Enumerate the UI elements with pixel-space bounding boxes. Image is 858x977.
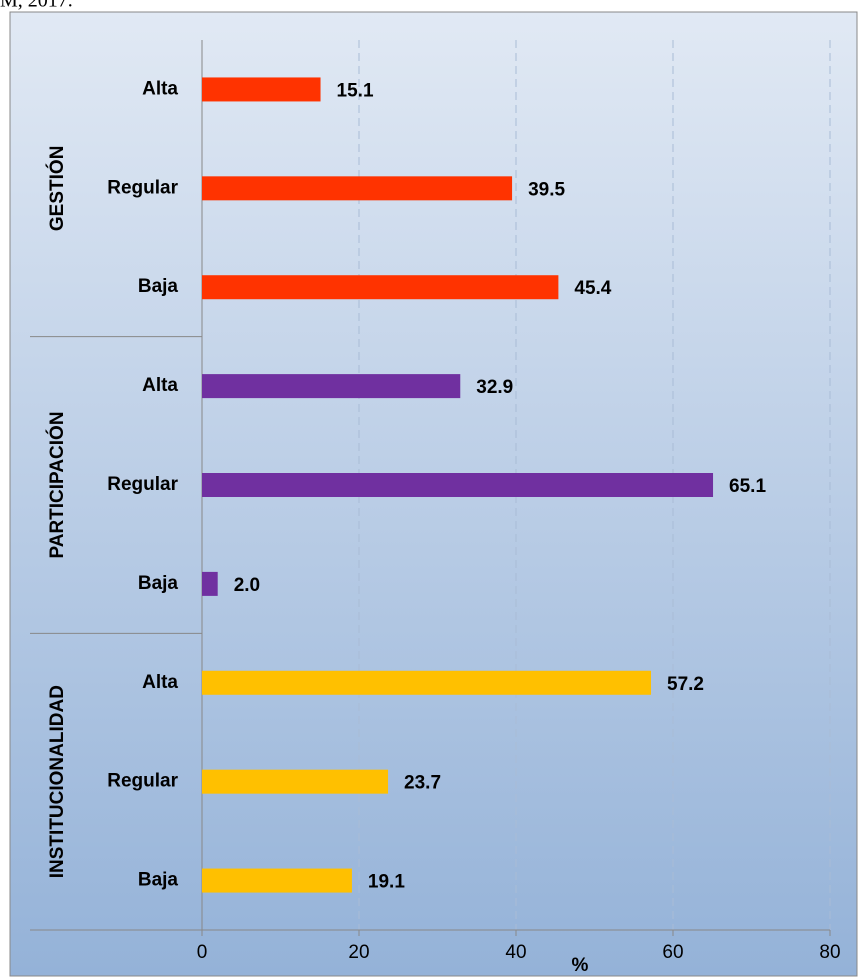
caption: M, 2017. bbox=[0, 0, 73, 12]
x-tick-label: 20 bbox=[348, 942, 369, 963]
y-tick-label: Regular bbox=[107, 474, 178, 495]
data-label: 39.5 bbox=[528, 179, 565, 200]
y-tick-label: Regular bbox=[107, 177, 178, 198]
x-tick-label: 60 bbox=[662, 942, 683, 963]
bar bbox=[202, 77, 321, 102]
y-tick-label: Regular bbox=[107, 771, 178, 792]
x-tick-label: 80 bbox=[819, 942, 840, 963]
group-label: PARTICIPACIÓN bbox=[46, 411, 68, 558]
x-tick-label: 0 bbox=[197, 942, 208, 963]
data-label: 15.1 bbox=[337, 80, 374, 101]
bar bbox=[202, 571, 218, 596]
data-label: 57.2 bbox=[667, 674, 704, 695]
bar bbox=[202, 176, 513, 201]
data-label: 45.4 bbox=[574, 278, 611, 299]
y-tick-label: Baja bbox=[138, 870, 179, 891]
bar bbox=[202, 868, 352, 893]
bar bbox=[202, 374, 461, 399]
group-label: INSTITUCIONALIDAD bbox=[47, 685, 68, 878]
bar bbox=[202, 275, 559, 300]
bar bbox=[202, 670, 652, 695]
data-label: 19.1 bbox=[368, 872, 405, 893]
data-label: 65.1 bbox=[729, 476, 766, 497]
y-tick-label: Baja bbox=[138, 276, 179, 297]
y-tick-label: Baja bbox=[138, 573, 179, 594]
bar bbox=[202, 473, 714, 497]
bar bbox=[202, 769, 389, 794]
y-tick-label: Alta bbox=[142, 78, 178, 99]
y-tick-label: Alta bbox=[142, 375, 178, 396]
x-tick-label: 40 bbox=[505, 942, 526, 963]
x-axis-label: % bbox=[572, 955, 589, 976]
group-label: GESTIÓN bbox=[46, 146, 68, 232]
data-label: 32.9 bbox=[476, 377, 513, 398]
data-label: 2.0 bbox=[234, 575, 260, 596]
y-tick-label: Alta bbox=[142, 672, 178, 693]
data-label: 23.7 bbox=[404, 773, 441, 794]
